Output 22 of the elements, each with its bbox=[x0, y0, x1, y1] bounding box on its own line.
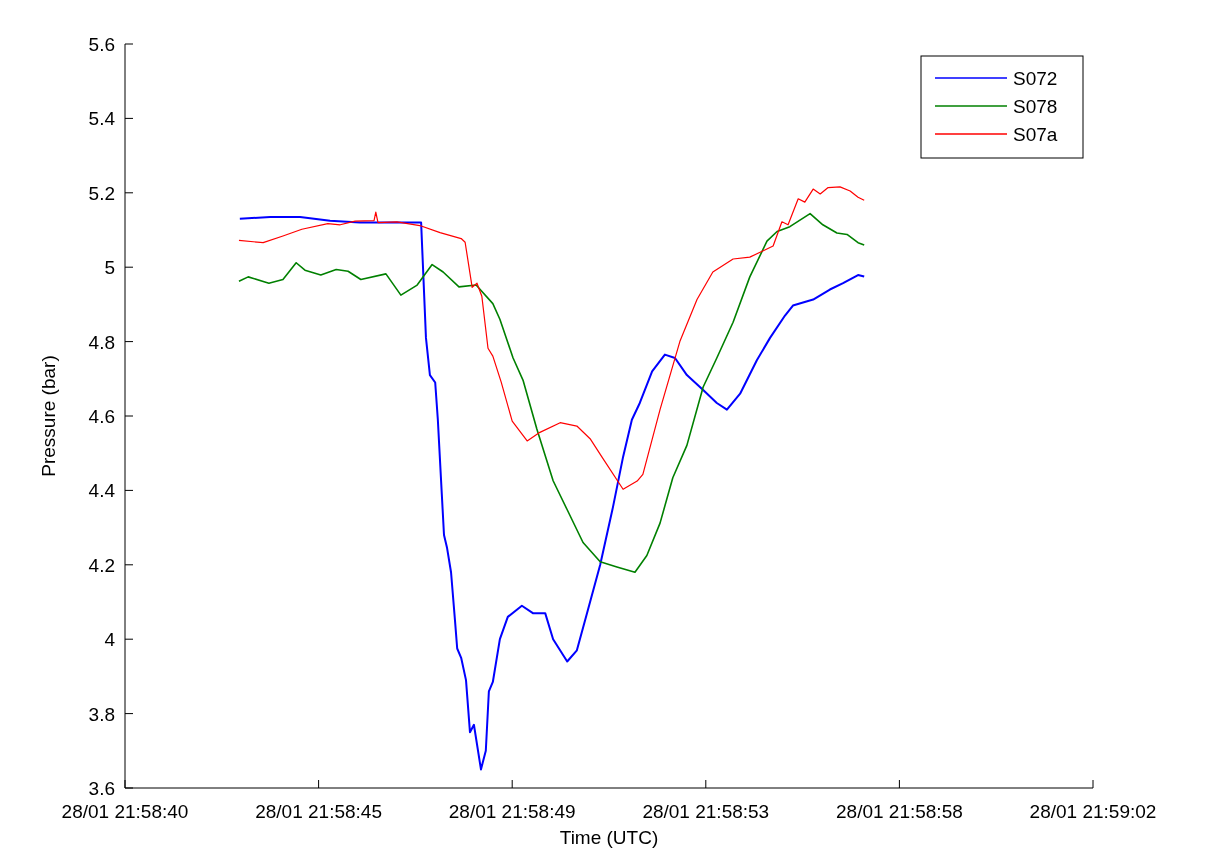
y-tick-label: 5 bbox=[104, 257, 115, 279]
x-tick-label: 28/01 21:58:49 bbox=[448, 801, 576, 822]
y-tick-label: 4.2 bbox=[88, 554, 115, 576]
y-tick-label: 5.6 bbox=[88, 34, 115, 55]
y-tick-label: 3.8 bbox=[88, 703, 115, 725]
y-axis-title: Pressure (bar) bbox=[38, 355, 59, 477]
y-tick-label: 4 bbox=[104, 629, 116, 651]
y-tick-label: 5.4 bbox=[88, 108, 116, 130]
x-axis-title: Time (UTC) bbox=[559, 827, 659, 848]
x-tick-label: 28/01 21:58:53 bbox=[642, 801, 770, 822]
x-tick-label: 28/01 21:58:58 bbox=[836, 801, 963, 822]
y-tick-label: 5.2 bbox=[88, 182, 115, 204]
y-tick-label: 3.6 bbox=[88, 778, 115, 799]
y-tick-label: 4.4 bbox=[88, 480, 116, 502]
legend-label: S072 bbox=[1013, 68, 1058, 89]
y-tick-label: 4.6 bbox=[88, 406, 115, 427]
x-tick-label: 28/01 21:58:45 bbox=[255, 801, 382, 822]
legend-label: S07a bbox=[1013, 124, 1058, 145]
y-tick-label: 4.8 bbox=[88, 331, 115, 353]
legend-label: S078 bbox=[1013, 96, 1058, 117]
x-tick-label: 28/01 21:58:40 bbox=[61, 801, 189, 822]
x-tick-label: 28/01 21:59:02 bbox=[1029, 801, 1157, 822]
